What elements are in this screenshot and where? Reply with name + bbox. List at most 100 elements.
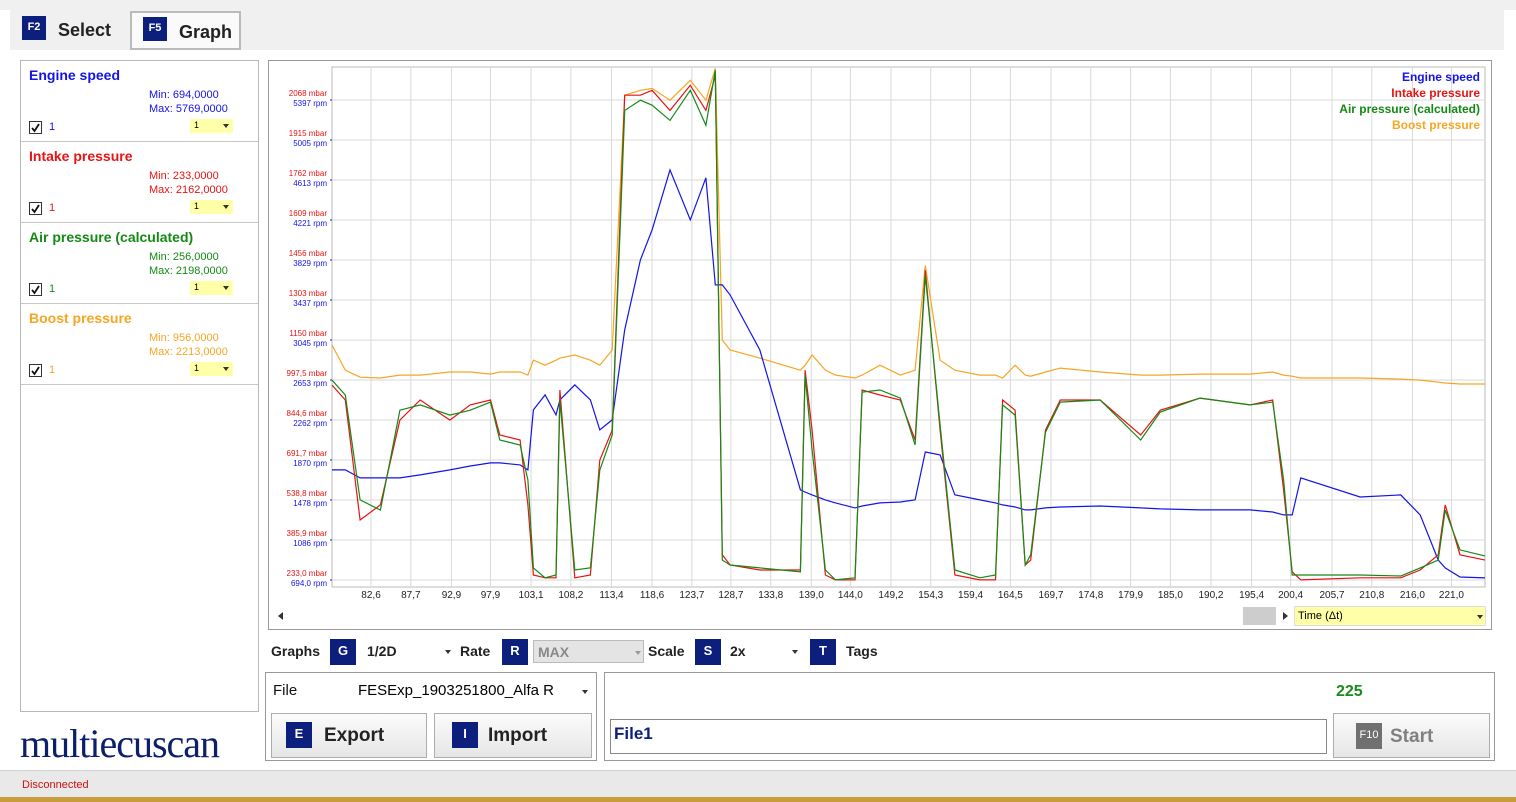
y-tick-label: 1086 rpm: [293, 539, 327, 548]
plot-area: [331, 66, 1486, 588]
channel-panel: Engine speed Min: 694,0000 Max: 5769,0000 1…: [20, 60, 259, 712]
import-button[interactable]: I Import: [434, 713, 592, 758]
y-tick-label: 2262 rpm: [293, 419, 327, 428]
y-tick-label: 1762 mbar: [289, 169, 328, 178]
channel: Engine speed Min: 694,0000 Max: 5769,0000 1…: [21, 61, 258, 142]
checkbox[interactable]: [29, 283, 42, 296]
counter: 225: [1336, 683, 1363, 700]
x-tick-label: 97,9: [481, 590, 501, 601]
x-tick-label: 210,8: [1359, 590, 1384, 601]
dropdown-arrow: [223, 286, 229, 290]
y-tick-label: 844,6 mbar: [287, 409, 328, 418]
x-tick-label: 144,0: [838, 590, 863, 601]
x-tick-label: 113,4: [599, 590, 624, 601]
scroll-right[interactable]: [1281, 607, 1291, 625]
channel-min: Min: 233,0000: [149, 170, 219, 182]
tab-key: F5: [143, 17, 167, 41]
x-tick-label: 139,0: [799, 590, 824, 601]
dropdown-arrow: [635, 651, 641, 655]
control-key: R: [502, 639, 528, 665]
series-line: [332, 168, 1486, 579]
tab-active[interactable]: F5 Graph: [130, 11, 241, 50]
dropdown-arrow: [223, 367, 229, 371]
file-name: FESExp_1903251800_Alfa R: [358, 682, 554, 699]
x-tick-label: 154,3: [918, 590, 943, 601]
channel-min: Min: 256,0000: [149, 251, 219, 263]
y-tick-label: 1870 rpm: [293, 459, 327, 468]
control-key[interactable]: T: [810, 639, 836, 665]
control-label: Rate: [460, 643, 491, 659]
button-label: Start: [1390, 726, 1434, 747]
y-tick-label: 1915 mbar: [289, 129, 328, 138]
scroll-thumb[interactable]: [1243, 607, 1276, 625]
file-combo[interactable]: FESExp_1903251800_Alfa R: [352, 678, 593, 703]
frame: [0, 0, 1516, 10]
tab-label: Select: [58, 20, 112, 40]
x-tick-label: 221,0: [1439, 590, 1464, 601]
button-key: I: [452, 722, 478, 748]
x-tick-label: 108,2: [558, 590, 583, 601]
y-tick-label: 4613 rpm: [293, 179, 327, 188]
scale-dropdown[interactable]: 1: [190, 119, 233, 133]
logo: multiecuscan: [20, 721, 220, 766]
x-tick-label: 118,6: [640, 590, 665, 601]
checkbox-label: 1: [49, 283, 56, 295]
y-tick-label: 233,0 mbar: [287, 569, 328, 578]
y-tick-label: 5397 rpm: [293, 99, 327, 108]
checkbox-label: 1: [49, 202, 56, 214]
channel-max: Max: 2162,0000: [149, 184, 228, 196]
control-value: 1/2D: [367, 643, 397, 659]
channel: Air pressure (calculated) Min: 256,0000 Ma…: [21, 223, 258, 304]
x-tick-label: 200,4: [1278, 590, 1303, 601]
start-button[interactable]: F10 Start: [1333, 713, 1490, 758]
button-label: Export: [324, 725, 385, 746]
y-tick-label: 1609 mbar: [289, 209, 328, 218]
y-tick-label: 1150 mbar: [289, 329, 327, 338]
x-axis-selector[interactable]: Time (Δt): [1294, 606, 1486, 626]
scale-dropdown[interactable]: 1: [190, 281, 233, 295]
checkbox[interactable]: [29, 121, 42, 134]
scroll-left[interactable]: [276, 607, 286, 625]
chart: 82,6 87,7 92,9 97,9 103,1 108,2 113,4 118,6 123,…: [287, 66, 1486, 601]
y-tick-label: 538,8 mbar: [287, 489, 328, 498]
x-tick-label: 179,9: [1118, 590, 1143, 601]
legend-entry: Engine speed: [1402, 70, 1480, 84]
run-panel: 225 File1 F10 Start: [604, 672, 1495, 761]
y-tick-label: 3829 rpm: [293, 259, 327, 268]
x-tick-label: 149,2: [878, 590, 903, 601]
channel-max: Max: 5769,0000: [149, 103, 228, 115]
checkbox[interactable]: [29, 202, 42, 215]
y-tick-label: 694,0 rpm: [291, 579, 327, 588]
channel: Boost pressure Min: 956,0000 Max: 2213,000…: [21, 304, 258, 385]
control-dropdown[interactable]: 2x: [730, 640, 802, 663]
control-key: G: [330, 639, 356, 665]
tab[interactable]: F2 Select: [16, 12, 124, 48]
x-tick-label: 164,5: [998, 590, 1023, 601]
checkbox[interactable]: [29, 364, 42, 377]
control-label: Tags: [846, 643, 878, 659]
scale-dropdown[interactable]: 1: [190, 362, 233, 376]
export-button[interactable]: E Export: [271, 713, 427, 758]
x-tick-label: 103,1: [519, 590, 544, 601]
channel-min: Min: 694,0000: [149, 89, 219, 101]
name-input[interactable]: File1: [610, 719, 1327, 754]
scale-value: 1: [194, 363, 200, 373]
y-tick-label: 3437 rpm: [293, 299, 327, 308]
control-label: Scale: [648, 643, 685, 659]
checkbox-label: 1: [49, 121, 56, 133]
x-tick-label: 169,7: [1038, 590, 1063, 601]
series-line: [331, 70, 1486, 581]
x-tick-label: 216,0: [1400, 590, 1425, 601]
channel-name: Engine speed: [29, 67, 121, 83]
scale-dropdown[interactable]: 1: [190, 200, 233, 214]
status-bar: Disconnected: [0, 770, 1516, 797]
y-tick-label: 385,9 mbar: [287, 529, 328, 538]
y-tick-label: 1303 mbar: [289, 289, 328, 298]
y-tick-label: 1478 rpm: [293, 499, 327, 508]
control-value: 2x: [730, 643, 746, 659]
button-label: Import: [488, 725, 548, 746]
control-dropdown[interactable]: 1/2D: [367, 640, 455, 663]
status-text: Disconnected: [22, 779, 89, 791]
control-dropdown[interactable]: MAX: [533, 640, 644, 663]
dropdown-arrow: [445, 650, 451, 654]
